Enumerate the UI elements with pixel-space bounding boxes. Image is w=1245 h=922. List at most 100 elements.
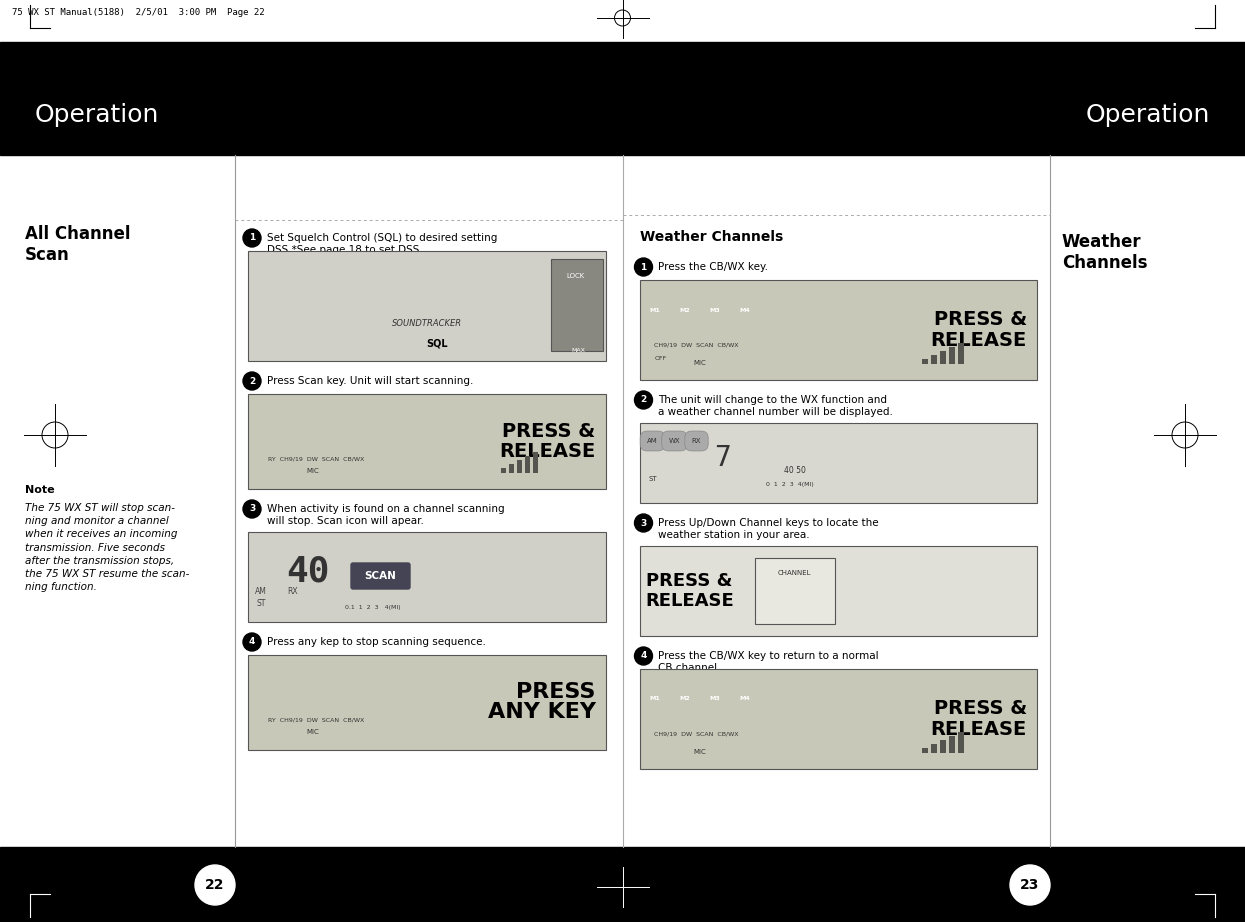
Text: M1: M1 — [649, 308, 660, 313]
Circle shape — [376, 304, 393, 322]
Circle shape — [243, 500, 261, 518]
Text: PRESS &
RELEASE: PRESS & RELEASE — [931, 310, 1027, 349]
Text: 0  1  2  3  4(MI): 0 1 2 3 4(MI) — [766, 482, 813, 488]
Text: LOCK: LOCK — [566, 273, 585, 279]
Circle shape — [320, 304, 337, 322]
Text: 1: 1 — [249, 233, 255, 242]
Text: MIC: MIC — [306, 729, 320, 735]
Text: M2: M2 — [679, 308, 690, 313]
Text: RX: RX — [288, 587, 299, 597]
Circle shape — [195, 865, 235, 905]
Text: RY  CH9/19  DW  SCAN  CB/WX: RY CH9/19 DW SCAN CB/WX — [268, 717, 365, 723]
Bar — [931, 355, 937, 364]
Text: M4: M4 — [740, 696, 749, 702]
Circle shape — [733, 299, 756, 321]
Circle shape — [376, 326, 393, 344]
Text: Weather Channels: Weather Channels — [640, 230, 783, 244]
Bar — [524, 456, 529, 473]
Bar — [508, 464, 513, 473]
Circle shape — [264, 282, 283, 300]
Bar — [949, 736, 955, 753]
Bar — [949, 347, 955, 364]
Circle shape — [635, 391, 652, 409]
Bar — [957, 732, 964, 753]
Text: 22: 22 — [205, 878, 225, 892]
Circle shape — [320, 282, 337, 300]
Text: M3: M3 — [710, 308, 720, 313]
Bar — [550, 259, 603, 351]
Circle shape — [320, 260, 337, 278]
Bar — [248, 251, 605, 361]
Text: RX: RX — [692, 438, 701, 444]
Circle shape — [349, 326, 366, 344]
Circle shape — [1010, 865, 1050, 905]
Text: PRESS
ANY KEY: PRESS ANY KEY — [488, 682, 595, 723]
Bar — [940, 351, 946, 364]
Circle shape — [635, 647, 652, 665]
Circle shape — [376, 260, 393, 278]
Circle shape — [349, 304, 366, 322]
Text: MIC: MIC — [693, 749, 706, 755]
Bar — [640, 669, 1037, 769]
Text: The unit will change to the WX function and
a weather channel number will be dis: The unit will change to the WX function … — [659, 395, 894, 417]
Text: 3: 3 — [640, 518, 646, 527]
Text: PRESS &
RELEASE: PRESS & RELEASE — [645, 573, 733, 609]
Bar — [0, 42, 1245, 155]
Text: ST: ST — [256, 599, 265, 609]
Text: SCAN: SCAN — [364, 571, 396, 581]
Text: 2: 2 — [249, 376, 255, 385]
Bar — [0, 847, 1245, 922]
Text: 75 WX ST Manual(5188)  2/5/01  3:00 PM  Page 22: 75 WX ST Manual(5188) 2/5/01 3:00 PM Pag… — [12, 8, 265, 17]
Text: CH9/19  DW  SCAN  CB/WX: CH9/19 DW SCAN CB/WX — [655, 731, 740, 737]
Bar — [923, 359, 928, 364]
Circle shape — [293, 304, 310, 322]
Circle shape — [703, 688, 726, 710]
Text: 0.1  1  2  3   4(MI): 0.1 1 2 3 4(MI) — [345, 606, 401, 610]
Text: MIC: MIC — [693, 360, 706, 366]
Bar — [931, 744, 937, 753]
Text: MAX: MAX — [571, 349, 585, 353]
Text: Operation: Operation — [35, 103, 159, 127]
Circle shape — [703, 299, 726, 321]
Text: Press any kep to stop scanning sequence.: Press any kep to stop scanning sequence. — [266, 637, 486, 647]
Text: ST: ST — [649, 476, 657, 482]
Text: CHANNEL: CHANNEL — [778, 570, 812, 576]
Text: All Channel
Scan: All Channel Scan — [25, 225, 131, 264]
Text: M4: M4 — [740, 308, 749, 313]
Text: 40: 40 — [286, 555, 330, 589]
Text: 40 50: 40 50 — [783, 467, 806, 476]
Circle shape — [403, 282, 422, 300]
Circle shape — [264, 326, 283, 344]
Text: M3: M3 — [710, 696, 720, 702]
Circle shape — [320, 326, 337, 344]
Circle shape — [733, 688, 756, 710]
Text: Weather
Channels: Weather Channels — [1062, 233, 1148, 272]
Bar — [248, 655, 605, 750]
Text: OFF: OFF — [655, 356, 667, 361]
Text: 2: 2 — [640, 396, 646, 405]
Circle shape — [260, 416, 276, 432]
Text: WX: WX — [669, 438, 680, 444]
Circle shape — [304, 687, 320, 703]
Text: M1: M1 — [649, 696, 660, 702]
Circle shape — [403, 260, 422, 278]
Circle shape — [674, 299, 696, 321]
Bar — [957, 343, 964, 364]
Text: PRESS &
RELEASE: PRESS & RELEASE — [499, 421, 595, 461]
Circle shape — [293, 326, 310, 344]
Text: 4: 4 — [640, 652, 646, 660]
Text: PRESS &
RELEASE: PRESS & RELEASE — [931, 699, 1027, 739]
Circle shape — [243, 372, 261, 390]
Bar — [940, 740, 946, 753]
Circle shape — [349, 260, 366, 278]
Circle shape — [635, 514, 652, 532]
Circle shape — [283, 416, 298, 432]
Circle shape — [635, 258, 652, 276]
Text: CH9/19  DW  SCAN  CB/WX: CH9/19 DW SCAN CB/WX — [655, 342, 740, 348]
Text: Operation: Operation — [1086, 103, 1210, 127]
Bar — [640, 546, 1037, 636]
Text: Press Up/Down Channel keys to locate the
weather station in your area.: Press Up/Down Channel keys to locate the… — [659, 518, 879, 539]
Text: Set Squelch Control (SQL) to desired setting
DSS.*See page 18 to set DSS.: Set Squelch Control (SQL) to desired set… — [266, 233, 497, 254]
Text: AM: AM — [647, 438, 657, 444]
Circle shape — [260, 687, 276, 703]
